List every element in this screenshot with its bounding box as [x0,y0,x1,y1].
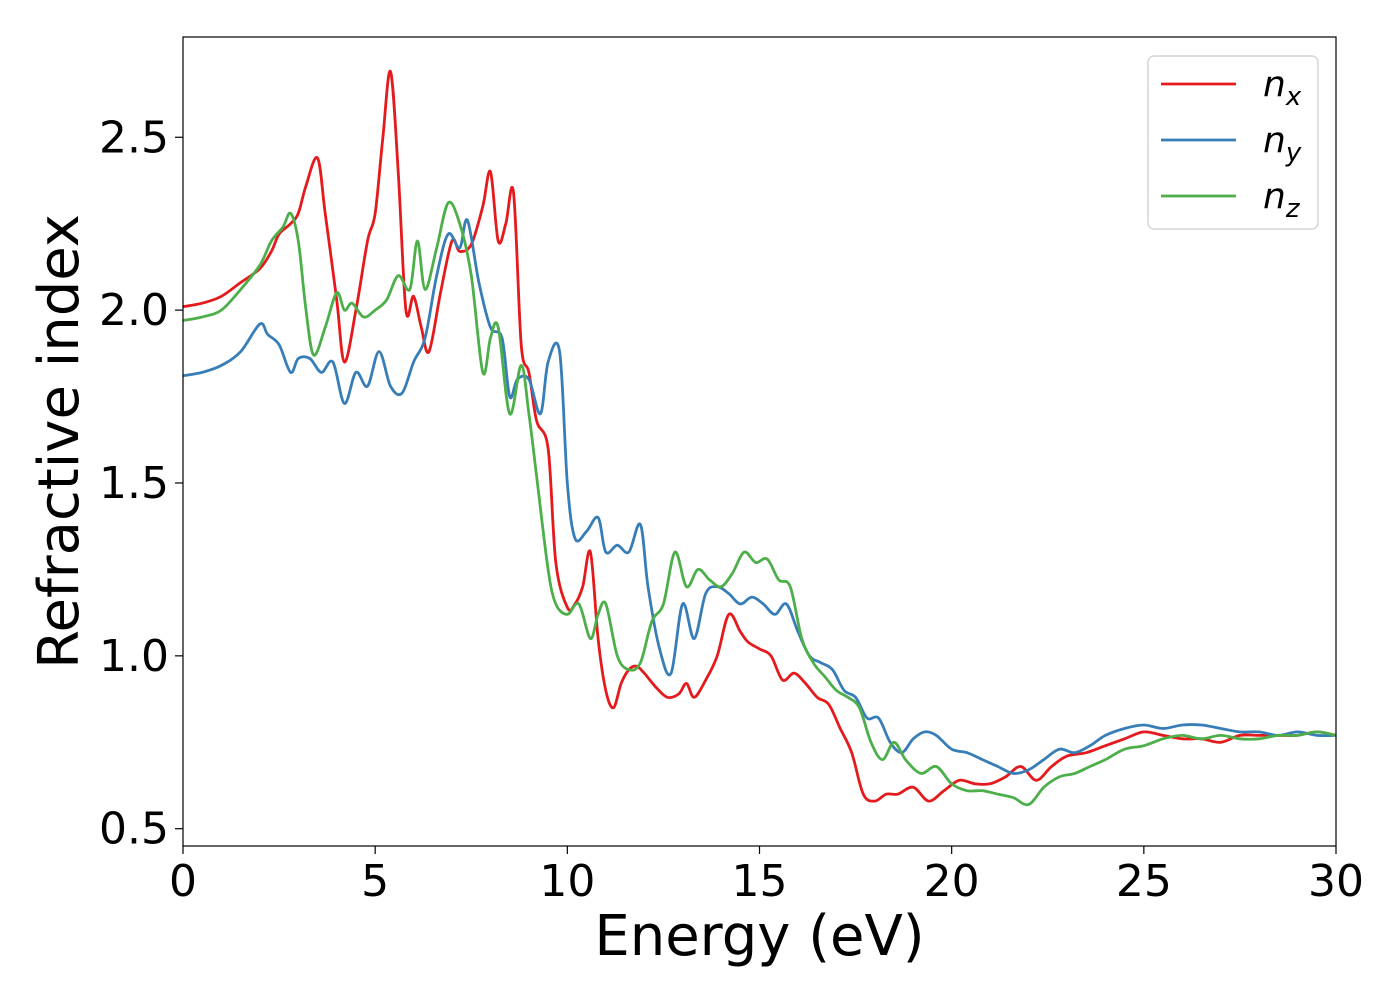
x-tick-label: 0 [169,856,197,907]
y-tick-label: 1.5 [99,458,169,509]
x-tick-label: 10 [539,856,595,907]
x-tick-label: 20 [924,856,980,907]
x-tick-label: 5 [361,856,389,907]
series-layer [182,70,1337,807]
y-tick-label: 2.5 [99,112,169,163]
series-line-z [182,200,1337,807]
legend-box [1147,55,1319,230]
legend-label-y: ny [1263,120,1302,168]
x-axis-ticks: 0 5 10 15 20 25 30 [169,846,1364,907]
x-tick-label: 25 [1116,856,1172,907]
x-axis-title: Energy (eV) [594,904,924,969]
y-tick-label: 1.0 [99,631,169,682]
series-line-y [182,218,1337,775]
series-line-x [182,70,1337,803]
y-axis-title: Refractive index [27,214,92,669]
y-tick-label: 0.5 [99,804,169,855]
legend-label-x: nx [1263,64,1302,112]
x-tick-label: 30 [1308,856,1364,907]
x-tick-label: 15 [732,856,788,907]
y-tick-label: 2.0 [99,285,169,336]
y-axis-ticks: 0.5 1.0 1.5 2.0 2.5 [99,112,183,855]
